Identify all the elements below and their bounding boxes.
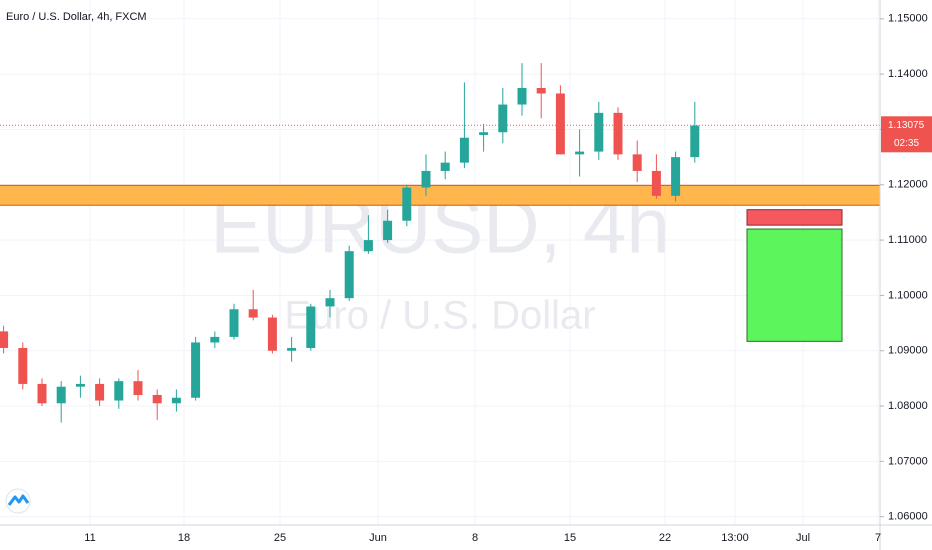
candle-body xyxy=(210,336,220,343)
x-tick-label: 25 xyxy=(274,532,286,544)
candle-body xyxy=(95,383,105,401)
logo xyxy=(5,488,31,514)
x-tick-label: 11 xyxy=(84,532,95,544)
candle-body xyxy=(18,347,28,384)
candle-body xyxy=(133,381,143,395)
candle-body xyxy=(575,151,585,155)
target-box xyxy=(746,228,843,342)
x-tick-label: 22 xyxy=(659,532,671,544)
candle-body xyxy=(287,347,297,351)
y-tick-label: 1.07000 xyxy=(888,455,928,467)
y-tick-label: 1.11000 xyxy=(888,234,927,246)
x-tick-label: 13:00 xyxy=(721,532,749,544)
candle-body xyxy=(171,397,181,404)
candle-body xyxy=(344,251,354,299)
candle-body xyxy=(267,317,277,351)
watermark-name: Euro / U.S. Dollar xyxy=(284,294,595,338)
candle-body xyxy=(152,394,162,404)
x-tick-label: Jun xyxy=(369,532,387,544)
candle-body xyxy=(440,162,450,171)
candle-body xyxy=(421,170,431,188)
candle-body xyxy=(75,383,85,387)
x-tick-label: 18 xyxy=(178,532,190,544)
candle-body xyxy=(114,381,124,401)
last-price-label: 1.13075 xyxy=(888,120,925,131)
y-tick-label: 1.06000 xyxy=(888,511,928,523)
candle-body xyxy=(191,342,201,398)
stop-box xyxy=(746,209,843,226)
candle-body xyxy=(0,331,9,348)
y-tick-label: 1.14000 xyxy=(888,68,928,80)
candle-body xyxy=(671,157,681,196)
x-tick-label: 7 xyxy=(875,532,881,544)
candle-body xyxy=(479,132,489,135)
candle-body xyxy=(383,220,393,241)
x-tick-label: 15 xyxy=(564,532,576,544)
candle-body xyxy=(613,112,623,155)
candle-body xyxy=(594,112,604,152)
countdown-label: 02:35 xyxy=(894,138,919,149)
x-tick-label: 8 xyxy=(472,532,478,544)
x-tick-label: Jul xyxy=(796,532,810,544)
y-tick-label: 1.09000 xyxy=(888,345,928,357)
y-tick-label: 1.08000 xyxy=(888,400,928,412)
candle-body xyxy=(498,104,508,133)
candle-body xyxy=(363,240,373,252)
candle-body xyxy=(325,298,335,307)
candle-body xyxy=(536,87,546,94)
candle-body xyxy=(248,309,258,318)
y-tick-label: 1.10000 xyxy=(888,289,928,301)
candle-body xyxy=(56,386,66,404)
last-price-badge xyxy=(881,116,932,153)
chart-title: Euro / U.S. Dollar, 4h, FXCM xyxy=(6,11,147,23)
candle-body xyxy=(632,154,642,171)
candle-body xyxy=(459,137,469,163)
candle-body xyxy=(37,383,47,404)
y-tick-label: 1.12000 xyxy=(888,179,928,191)
candle-body xyxy=(229,309,239,337)
y-tick-label: 1.15000 xyxy=(888,13,928,25)
candle-body xyxy=(651,170,661,196)
candle-body xyxy=(402,187,412,221)
support-zone xyxy=(0,184,881,206)
candle-body xyxy=(690,125,700,158)
candle-body xyxy=(306,306,316,348)
candle-body xyxy=(517,87,527,105)
candle-body xyxy=(555,93,565,155)
